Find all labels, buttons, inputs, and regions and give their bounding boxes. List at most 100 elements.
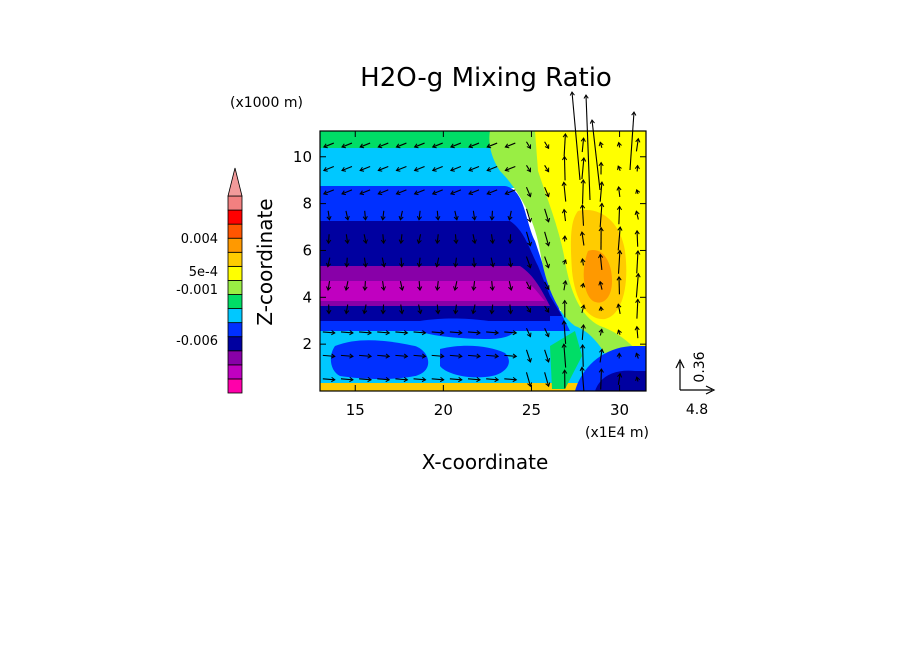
wind-vector bbox=[635, 298, 641, 319]
wind-vector bbox=[322, 376, 336, 383]
wind-vector bbox=[504, 330, 518, 336]
wind-vector bbox=[359, 142, 371, 149]
wind-vector bbox=[340, 330, 354, 336]
wind-vector bbox=[580, 137, 586, 153]
wind-vector bbox=[399, 304, 405, 315]
wind-vector bbox=[449, 353, 463, 359]
colorbar-label: -0.001 bbox=[176, 283, 218, 298]
wind-vector bbox=[340, 376, 354, 383]
wind-vector bbox=[395, 376, 409, 383]
wind-vector bbox=[362, 257, 368, 268]
wind-vector bbox=[434, 257, 440, 268]
wind-vector bbox=[635, 250, 641, 274]
wind-vector bbox=[341, 165, 353, 172]
wind-vector bbox=[629, 111, 637, 171]
colorbar-segment bbox=[227, 336, 243, 352]
wind-vector bbox=[453, 304, 459, 315]
wind-vector bbox=[344, 280, 350, 292]
wind-vector bbox=[525, 281, 532, 291]
wind-vector bbox=[599, 181, 605, 202]
wind-vector bbox=[344, 210, 350, 221]
field-band bbox=[320, 311, 550, 321]
wind-vector bbox=[635, 137, 641, 152]
wind-vector bbox=[486, 142, 498, 149]
wind-vector bbox=[468, 142, 480, 149]
wind-vector bbox=[416, 210, 422, 221]
wind-vector bbox=[416, 234, 422, 245]
wind-vector bbox=[449, 142, 462, 149]
ref-horizontal-head bbox=[705, 385, 716, 395]
colorbar-labels: 0.004 5e-4 -0.001 -0.006 bbox=[176, 232, 218, 349]
wind-vector bbox=[486, 330, 500, 336]
wind-vector bbox=[580, 282, 586, 288]
wind-vector bbox=[377, 142, 389, 149]
wind-vector bbox=[583, 94, 591, 201]
wind-vector bbox=[634, 229, 640, 247]
wind-vector bbox=[471, 304, 477, 315]
wind-vector bbox=[562, 235, 568, 242]
colorbar-segment bbox=[227, 364, 243, 380]
wind-vector bbox=[431, 330, 445, 336]
wind-vector bbox=[544, 256, 550, 269]
ref-z-label: 0.36 bbox=[692, 351, 708, 382]
wind-vector bbox=[417, 304, 423, 315]
wind-vector bbox=[381, 257, 387, 268]
x-axis: 15 20 25 30 bbox=[346, 131, 629, 419]
wind-vector bbox=[326, 304, 332, 315]
wind-vector bbox=[449, 330, 463, 336]
wind-vector bbox=[413, 376, 427, 383]
wind-vector bbox=[561, 208, 567, 222]
wind-vector bbox=[569, 91, 581, 181]
colorbar-label: -0.006 bbox=[176, 334, 218, 349]
wind-vector bbox=[598, 253, 604, 270]
wind-vector bbox=[599, 202, 605, 228]
wind-vector bbox=[486, 353, 500, 359]
wind-vector bbox=[399, 280, 405, 292]
wind-vector bbox=[340, 353, 354, 359]
x-tick-label: 30 bbox=[610, 401, 629, 419]
wind-vector bbox=[598, 141, 604, 148]
wind-vector bbox=[504, 165, 516, 172]
wind-vector bbox=[431, 142, 443, 149]
wind-vector bbox=[544, 165, 550, 173]
wind-vector bbox=[562, 132, 568, 157]
wind-vector bbox=[598, 226, 604, 250]
wind-vector bbox=[359, 330, 373, 336]
y-axis-unit: (x1000 m) bbox=[230, 95, 303, 111]
wind-vector bbox=[598, 328, 604, 336]
field-lower-blob-2 bbox=[440, 345, 509, 378]
field-core-inner bbox=[320, 281, 545, 301]
wind-vector bbox=[322, 330, 336, 336]
wind-vector bbox=[377, 189, 389, 196]
wind-vector bbox=[325, 257, 332, 268]
field-lower-blob-1 bbox=[330, 340, 429, 380]
wind-vector bbox=[617, 249, 623, 274]
colorbar-label: 5e-4 bbox=[189, 265, 218, 280]
wind-vector bbox=[322, 353, 336, 359]
y-axis-label: Z-coordinate bbox=[253, 198, 277, 325]
wind-vector bbox=[504, 189, 516, 196]
wind-vector bbox=[413, 189, 425, 196]
wind-vector bbox=[616, 303, 622, 314]
wind-vector bbox=[598, 161, 604, 175]
wind-vector bbox=[413, 353, 427, 359]
wind-vector bbox=[579, 203, 586, 226]
y-tick-label: 2 bbox=[302, 335, 312, 353]
wind-vector bbox=[544, 141, 550, 150]
x-axis-unit: (x1E4 m) bbox=[585, 425, 649, 441]
wind-vector bbox=[489, 304, 495, 315]
field-pocket-dark bbox=[595, 370, 646, 391]
contour-field bbox=[320, 131, 646, 391]
colorbar-segment bbox=[227, 294, 243, 309]
wind-vector bbox=[453, 257, 459, 268]
wind-vector bbox=[544, 281, 550, 291]
wind-vector bbox=[359, 189, 371, 196]
wind-vector bbox=[395, 189, 407, 196]
wind-vector bbox=[380, 304, 386, 315]
wind-vector bbox=[634, 325, 640, 339]
wind-vector bbox=[434, 234, 441, 245]
y-tick-label: 4 bbox=[302, 288, 312, 306]
field-surface bbox=[320, 383, 646, 391]
wind-vector bbox=[380, 281, 387, 292]
wind-vector bbox=[359, 165, 371, 172]
